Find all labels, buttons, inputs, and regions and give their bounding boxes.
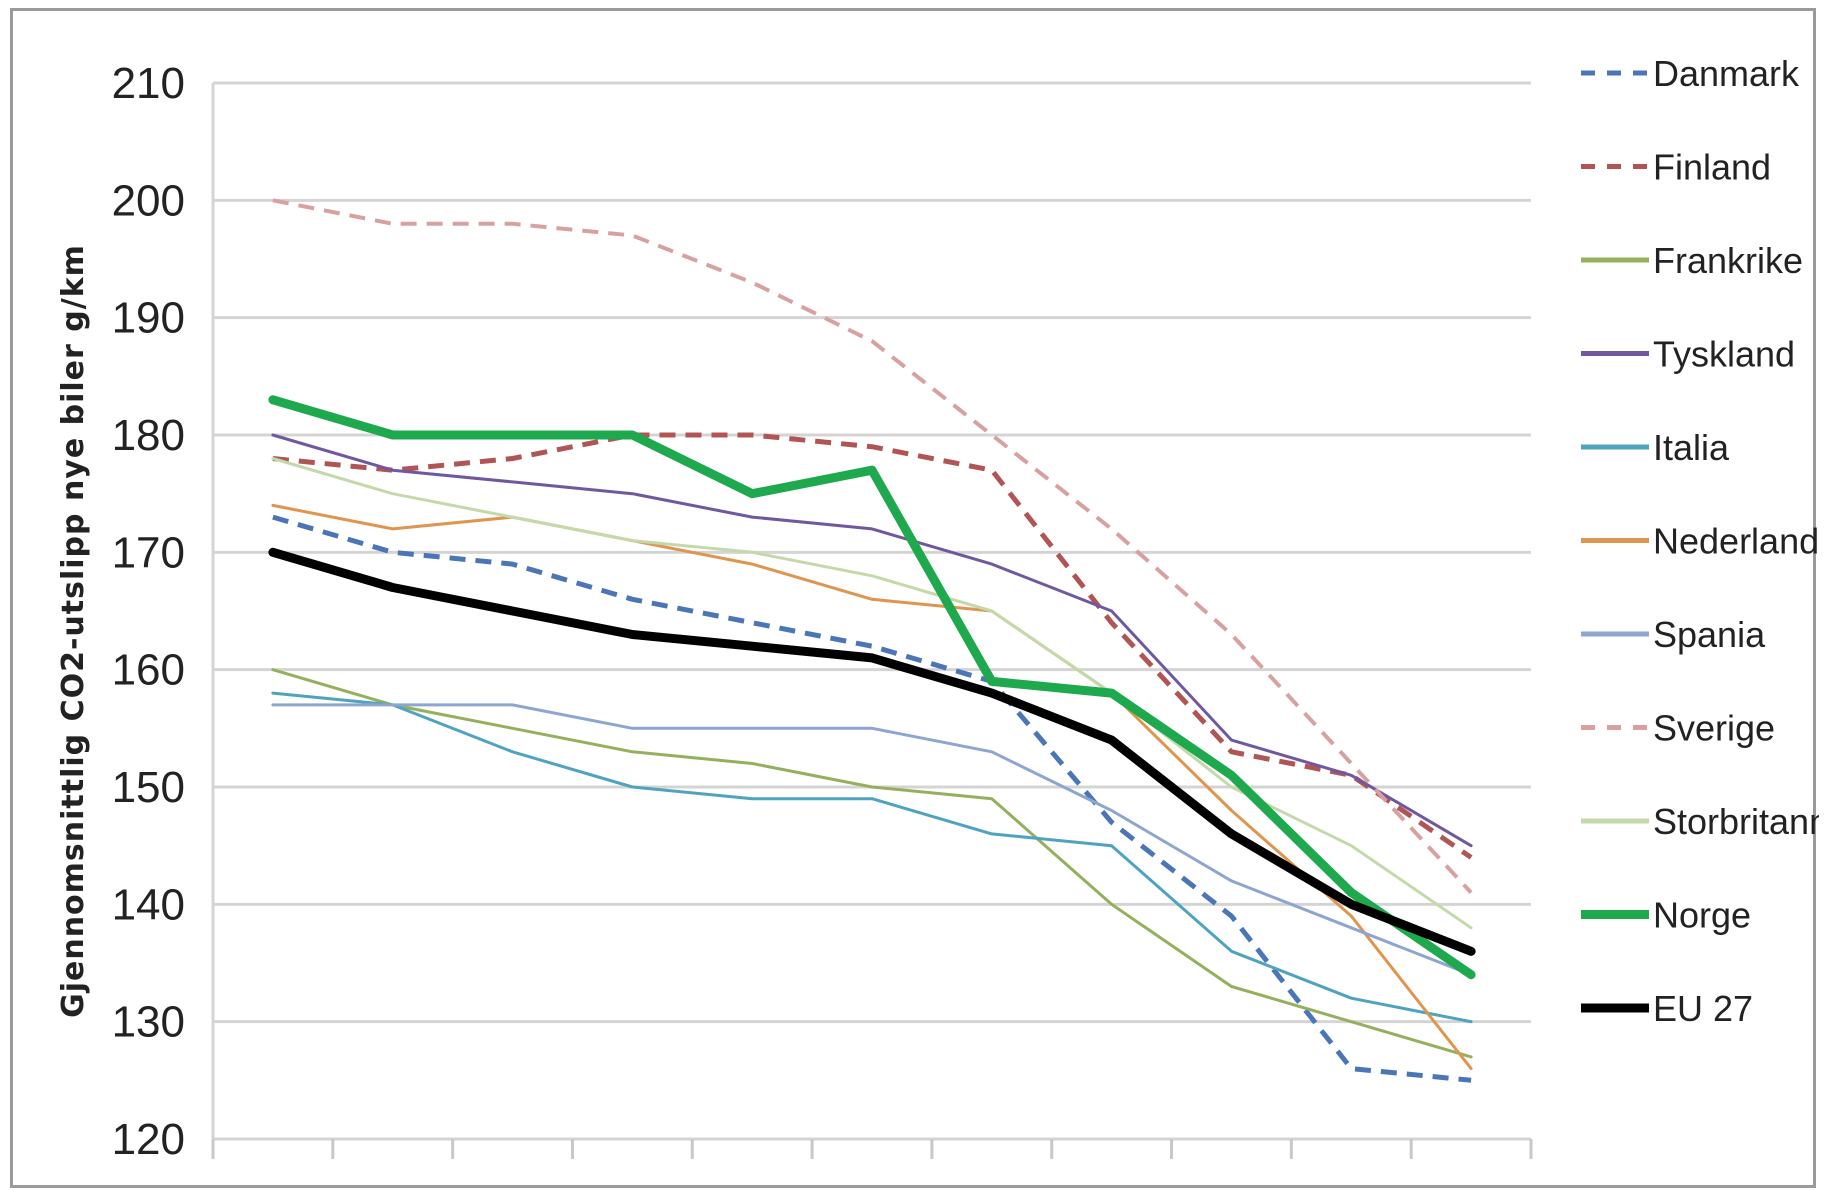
legend-label: EU 27 [1653, 988, 1753, 1029]
series-line-eu-27 [268, 547, 1476, 956]
legend-label: Nederland [1653, 521, 1819, 562]
y-tick-label: 120 [112, 1115, 185, 1164]
legend-label: Spania [1653, 614, 1766, 655]
chart-frame: 120 130 140 150 160 170 180 190 200 210 Danmark Fi… [10, 8, 1819, 1188]
legend-label: Tyskland [1653, 334, 1795, 375]
y-axis-label: Gjennomsnittlig CO2-utslipp nye biler g/… [56, 244, 91, 1018]
legend: Danmark Finland Frankrike Tyskland Italia Ned… [1581, 53, 1819, 1029]
legend-label: Italia [1653, 427, 1730, 468]
series-line-italia [271, 691, 1473, 1024]
legend-label: Frankrike [1653, 240, 1803, 281]
legend-label: Danmark [1653, 53, 1800, 94]
legend-label: Norge [1653, 895, 1751, 936]
y-tick-label: 140 [112, 880, 185, 929]
series-line-norge [268, 395, 1476, 980]
series-line-nederland [271, 503, 1473, 1071]
x-axis-ticks [211, 1139, 1533, 1159]
grid-lines [211, 81, 1531, 1141]
legend-label: Storbritannia [1653, 801, 1819, 842]
y-axis-tick-labels: 120 130 140 150 160 170 180 190 200 210 [112, 59, 185, 1164]
legend-label: Finland [1653, 147, 1771, 188]
y-tick-label: 150 [112, 763, 185, 812]
y-tick-label: 200 [112, 176, 185, 225]
y-tick-label: 160 [112, 646, 185, 695]
series-line-sverige [272, 198, 1473, 894]
series-line-finland [272, 432, 1473, 860]
y-tick-label: 210 [112, 59, 185, 108]
series-line-frankrike [271, 668, 1473, 1059]
series-line-tyskland [271, 433, 1473, 848]
y-tick-label: 180 [112, 411, 185, 460]
legend-label: Sverige [1653, 708, 1775, 749]
y-tick-label: 130 [112, 998, 185, 1047]
y-tick-label: 190 [112, 294, 185, 343]
line-chart: 120 130 140 150 160 170 180 190 200 210 Danmark Fi… [56, 53, 1819, 1164]
series-line-spania [271, 703, 1473, 977]
series-lines [268, 198, 1476, 1083]
series-line-storbritannia [271, 457, 1473, 930]
y-tick-label: 170 [112, 528, 185, 577]
